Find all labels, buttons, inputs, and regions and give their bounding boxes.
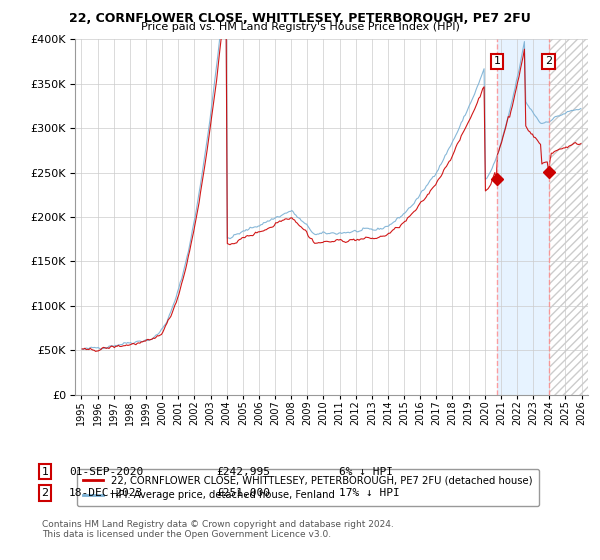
Text: 2: 2 xyxy=(545,57,552,67)
Legend: 22, CORNFLOWER CLOSE, WHITTLESEY, PETERBOROUGH, PE7 2FU (detached house), HPI: A: 22, CORNFLOWER CLOSE, WHITTLESEY, PETERB… xyxy=(77,469,539,506)
Text: 2: 2 xyxy=(41,488,49,498)
Text: 1: 1 xyxy=(41,466,49,477)
Text: 1: 1 xyxy=(493,57,500,67)
Text: 6% ↓ HPI: 6% ↓ HPI xyxy=(339,466,393,477)
Bar xyxy=(548,39,588,395)
Text: £251,000: £251,000 xyxy=(216,488,270,498)
Bar xyxy=(497,39,548,395)
Text: 17% ↓ HPI: 17% ↓ HPI xyxy=(339,488,400,498)
Text: 18-DEC-2023: 18-DEC-2023 xyxy=(69,488,143,498)
Text: £242,995: £242,995 xyxy=(216,466,270,477)
Text: 22, CORNFLOWER CLOSE, WHITTLESEY, PETERBOROUGH, PE7 2FU: 22, CORNFLOWER CLOSE, WHITTLESEY, PETERB… xyxy=(69,12,531,25)
Text: Contains HM Land Registry data © Crown copyright and database right 2024.
This d: Contains HM Land Registry data © Crown c… xyxy=(42,520,394,539)
Text: 01-SEP-2020: 01-SEP-2020 xyxy=(69,466,143,477)
Text: Price paid vs. HM Land Registry's House Price Index (HPI): Price paid vs. HM Land Registry's House … xyxy=(140,22,460,32)
